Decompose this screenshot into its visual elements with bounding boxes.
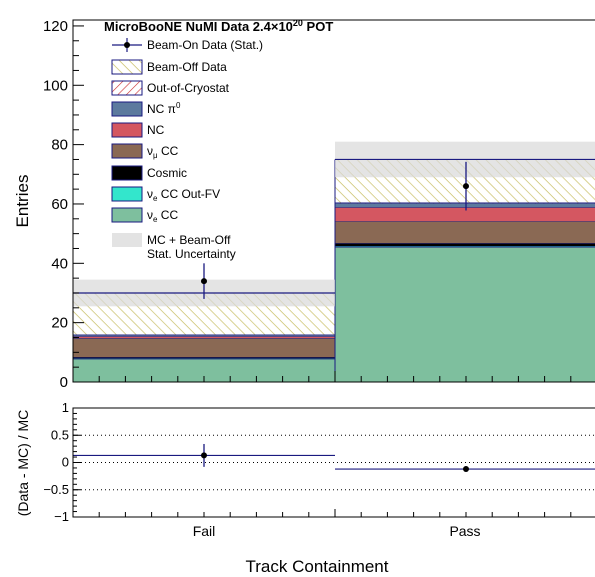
- x-category-label-fail: Fail: [193, 523, 216, 539]
- legend-label-uncertainty-2: Stat. Uncertainty: [147, 247, 236, 261]
- legend-label-nue-outfv: νe CC Out-FV: [147, 187, 220, 203]
- x-category-label-pass: Pass: [449, 523, 480, 539]
- bar-nc-pass: [335, 207, 595, 222]
- bar-nue_cc-pass: [335, 246, 595, 382]
- ratio-panel: −1 −0.5 0 0.5 1 (Data - MC) / MC Fail Pass T…: [15, 400, 595, 576]
- legend-label-out-of-cryostat: Out-of-Cryostat: [147, 81, 230, 95]
- ratio-points: [201, 443, 469, 473]
- data-point-pass: [463, 183, 469, 190]
- y-axis-ticks: 0 20 40 60 80 100 120: [43, 18, 84, 391]
- legend-item-out-of-cryostat: Out-of-Cryostat: [111, 80, 230, 96]
- bar-nue_cc-fail: [73, 358, 335, 382]
- chart-title-main: MicroBooNE NuMI Data 2.4×10: [104, 19, 293, 34]
- legend-item-nc-pi0: NC π0: [111, 101, 181, 117]
- legend-item-uncertainty: MC + Beam-Off Stat. Uncertainty: [112, 233, 236, 261]
- data-points: [201, 161, 469, 299]
- legend-item-nue-cc: νe CC: [111, 207, 178, 224]
- data-point-fail: [201, 278, 207, 285]
- ratio-point-fail: [201, 452, 207, 459]
- bar-cosmic-fail: [73, 357, 335, 359]
- chart-title-suffix: POT: [303, 19, 333, 34]
- legend-label-data: Beam-On Data (Stat.): [147, 38, 263, 52]
- ratio-y-tick-label: 0.5: [51, 427, 69, 442]
- ratio-point-pass: [463, 466, 469, 473]
- legend-item-numu-cc: νμ CC: [111, 143, 179, 160]
- y-tick-label-0: 0: [60, 374, 68, 391]
- legend-label-uncertainty-1: MC + Beam-Off: [147, 233, 231, 247]
- legend-item-nc: NC: [111, 122, 165, 138]
- ratio-y-axis-ticks: −1 −0.5 0 0.5 1: [43, 400, 81, 524]
- ratio-gridlines: [73, 434, 595, 491]
- y-tick-label-60: 60: [51, 196, 68, 213]
- ratio-y-tick-label: −0.5: [43, 482, 69, 497]
- main-plot-panel: 0 20 40 60 80 100 120 Entries MicroBooNE NuMI …: [13, 18, 595, 391]
- ratio-y-axis-title: (Data - MC) / MC: [15, 410, 31, 517]
- y-tick-label-40: 40: [51, 255, 68, 272]
- legend-item-data: Beam-On Data (Stat.): [112, 38, 263, 52]
- bar-cosmic-pass: [335, 243, 595, 247]
- y-axis-title: Entries: [13, 175, 32, 228]
- legend-item-cosmic: Cosmic: [111, 165, 187, 181]
- legend-label-nc-pi0: NC π0: [147, 101, 181, 116]
- stacked-bars: [73, 158, 595, 382]
- y-tick-label-80: 80: [51, 137, 68, 154]
- chart-title-exponent: 20: [293, 18, 303, 28]
- ratio-x-axis-ticks: [72, 509, 572, 517]
- legend-label-nue-cc: νe CC: [147, 208, 178, 224]
- legend: Beam-On Data (Stat.) Beam-Off Data Out-o…: [111, 38, 263, 261]
- ratio-y-tick-label: 0: [62, 455, 69, 470]
- chart-title: MicroBooNE NuMI Data 2.4×1020 POT: [104, 18, 333, 34]
- ratio-y-tick-label: 1: [62, 400, 69, 415]
- bar-numu_cc-fail: [73, 338, 335, 358]
- bar-numu_cc-pass: [335, 221, 595, 244]
- ratio-y-tick-label: −1: [54, 509, 69, 524]
- x-axis-ticks: [72, 371, 572, 382]
- x-axis-title: Track Containment: [246, 557, 389, 576]
- legend-item-beam-off: Beam-Off Data: [111, 59, 227, 75]
- y-tick-label-100: 100: [43, 77, 68, 94]
- legend-label-nc: NC: [147, 123, 165, 137]
- bar-nc_pi0-pass: [335, 203, 595, 208]
- legend-label-cosmic: Cosmic: [147, 166, 187, 180]
- legend-item-nue-outfv: νe CC Out-FV: [111, 186, 220, 203]
- bar-nc-fail: [73, 336, 335, 339]
- y-tick-label-120: 120: [43, 18, 68, 35]
- legend-label-beam-off: Beam-Off Data: [147, 60, 227, 74]
- y-tick-label-20: 20: [51, 315, 68, 332]
- bar-nc_pi0-fail: [73, 334, 335, 337]
- legend-label-numu-cc: νμ CC: [147, 144, 179, 160]
